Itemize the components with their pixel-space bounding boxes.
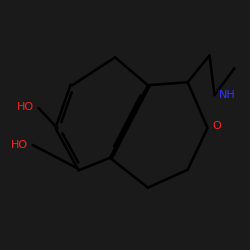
Text: HO: HO	[10, 140, 28, 150]
Text: NH: NH	[218, 90, 235, 100]
Text: HO: HO	[16, 102, 34, 112]
Text: O: O	[212, 121, 221, 131]
